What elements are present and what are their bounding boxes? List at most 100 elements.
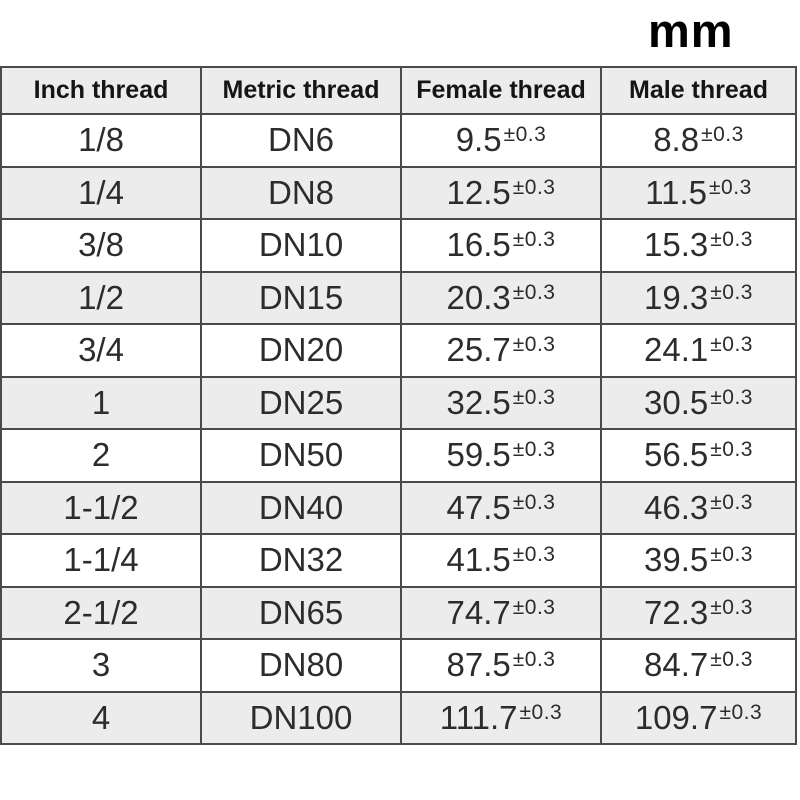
inch-value: 1-1/4: [63, 541, 139, 579]
female-cell: 74.7±0.3: [400, 585, 602, 640]
inch-value: 2: [91, 436, 111, 474]
metric-value: DN32: [258, 541, 344, 579]
inch-cell: 3: [0, 638, 202, 693]
inch-value: 1: [91, 383, 111, 421]
tolerance-superscript: ±0.3: [719, 700, 763, 724]
metric-cell: DN32: [200, 533, 402, 588]
unit-label: mm: [648, 4, 734, 57]
metric-value: DN15: [258, 278, 344, 316]
male-cell: 24.1±0.3: [600, 323, 797, 378]
metric-value: DN8: [267, 173, 335, 211]
female-value: 32.5: [446, 383, 511, 421]
column-header-metric: Metric thread: [200, 66, 402, 115]
tolerance-superscript: ±0.3: [512, 333, 556, 357]
male-cell: 11.5±0.3: [600, 165, 797, 220]
tolerance-superscript: ±0.3: [512, 280, 556, 304]
male-value: 30.5: [644, 383, 709, 421]
male-value: 39.5: [644, 541, 709, 579]
female-value: 9.5: [455, 121, 502, 159]
table-row: 1/8 DN6 9.5±0.3 8.8±0.3: [0, 113, 797, 168]
inch-value: 2-1/2: [63, 593, 139, 631]
male-value: 15.3: [644, 226, 709, 264]
metric-value: DN20: [258, 331, 344, 369]
inch-cell: 2-1/2: [0, 585, 202, 640]
tolerance-superscript: ±0.3: [710, 648, 753, 672]
inch-cell: 1: [0, 375, 202, 430]
inch-cell: 1/4: [0, 165, 202, 220]
tolerance-superscript: ±0.3: [512, 175, 556, 199]
inch-cell: 1/2: [0, 270, 202, 325]
male-cell: 8.8±0.3: [600, 113, 797, 168]
inch-cell: 1/8: [0, 113, 202, 168]
tolerance-superscript: ±0.3: [710, 490, 753, 514]
female-cell: 9.5±0.3: [400, 113, 602, 168]
tolerance-superscript: ±0.3: [709, 175, 752, 199]
metric-value: DN6: [267, 121, 335, 159]
male-cell: 39.5±0.3: [600, 533, 797, 588]
table-row: 1/4 DN8 12.5±0.3 11.5±0.3: [0, 165, 797, 220]
tolerance-superscript: ±0.3: [512, 648, 556, 672]
female-value: 41.5: [446, 541, 511, 579]
female-cell: 47.5±0.3: [400, 480, 602, 535]
metric-cell: DN65: [200, 585, 402, 640]
tolerance-superscript: ±0.3: [710, 543, 753, 567]
metric-cell: DN10: [200, 218, 402, 273]
metric-value: DN100: [249, 698, 353, 736]
tolerance-superscript: ±0.3: [710, 333, 753, 357]
table-row: 1/2 DN15 20.3±0.3 19.3±0.3: [0, 270, 797, 325]
metric-value: DN10: [258, 226, 344, 264]
inch-cell: 3/8: [0, 218, 202, 273]
metric-cell: DN50: [200, 428, 402, 483]
female-value: 12.5: [446, 173, 511, 211]
male-value: 11.5: [645, 173, 708, 211]
table-row: 3/4 DN20 25.7±0.3 24.1±0.3: [0, 323, 797, 378]
tolerance-superscript: ±0.3: [512, 438, 556, 462]
tolerance-superscript: ±0.3: [701, 123, 744, 147]
female-value: 111.7: [439, 698, 518, 736]
column-header-inch: Inch thread: [0, 66, 202, 115]
male-cell: 84.7±0.3: [600, 638, 797, 693]
female-cell: 32.5±0.3: [400, 375, 602, 430]
female-cell: 59.5±0.3: [400, 428, 602, 483]
male-value: 19.3: [644, 278, 709, 316]
male-cell: 15.3±0.3: [600, 218, 797, 273]
tolerance-superscript: ±0.3: [512, 228, 556, 252]
metric-cell: DN80: [200, 638, 402, 693]
male-cell: 46.3±0.3: [600, 480, 797, 535]
female-value: 25.7: [446, 331, 511, 369]
inch-cell: 2: [0, 428, 202, 483]
column-header-female: Female thread: [400, 66, 602, 115]
tolerance-superscript: ±0.3: [519, 700, 563, 724]
tolerance-superscript: ±0.3: [512, 385, 556, 409]
table-row: 3/8 DN10 16.5±0.3 15.3±0.3: [0, 218, 797, 273]
female-cell: 20.3±0.3: [400, 270, 602, 325]
tolerance-superscript: ±0.3: [503, 123, 547, 147]
tolerance-superscript: ±0.3: [710, 280, 753, 304]
inch-value: 1/4: [78, 173, 124, 211]
male-value: 24.1: [644, 331, 709, 369]
inch-cell: 1-1/2: [0, 480, 202, 535]
column-header-male: Male thread: [600, 66, 797, 115]
male-cell: 19.3±0.3: [600, 270, 797, 325]
metric-cell: DN40: [200, 480, 402, 535]
male-cell: 109.7±0.3: [600, 690, 797, 745]
metric-cell: DN15: [200, 270, 402, 325]
inch-value: 3/8: [78, 226, 124, 264]
female-cell: 41.5±0.3: [400, 533, 602, 588]
female-value: 87.5: [446, 646, 511, 684]
inch-value: 1-1/2: [63, 488, 139, 526]
table-header: Inch thread Metric thread Female thread Mal…: [0, 66, 797, 115]
metric-cell: DN6: [200, 113, 402, 168]
tolerance-superscript: ±0.3: [710, 438, 753, 462]
inch-value: 1/8: [78, 121, 124, 159]
metric-cell: DN8: [200, 165, 402, 220]
inch-value: 4: [91, 698, 111, 736]
metric-cell: DN100: [200, 690, 402, 745]
table-row: 4 DN100 111.7±0.3 109.7±0.3: [0, 690, 797, 745]
header-row: Inch thread Metric thread Female thread Mal…: [0, 66, 797, 115]
male-cell: 30.5±0.3: [600, 375, 797, 430]
tolerance-superscript: ±0.3: [710, 595, 753, 619]
table-body: 1/8 DN6 9.5±0.3 8.8±0.3 1/4 DN8 12.5±0.3 11.5±0…: [0, 113, 797, 745]
table-row: 3 DN80 87.5±0.3 84.7±0.3: [0, 638, 797, 693]
